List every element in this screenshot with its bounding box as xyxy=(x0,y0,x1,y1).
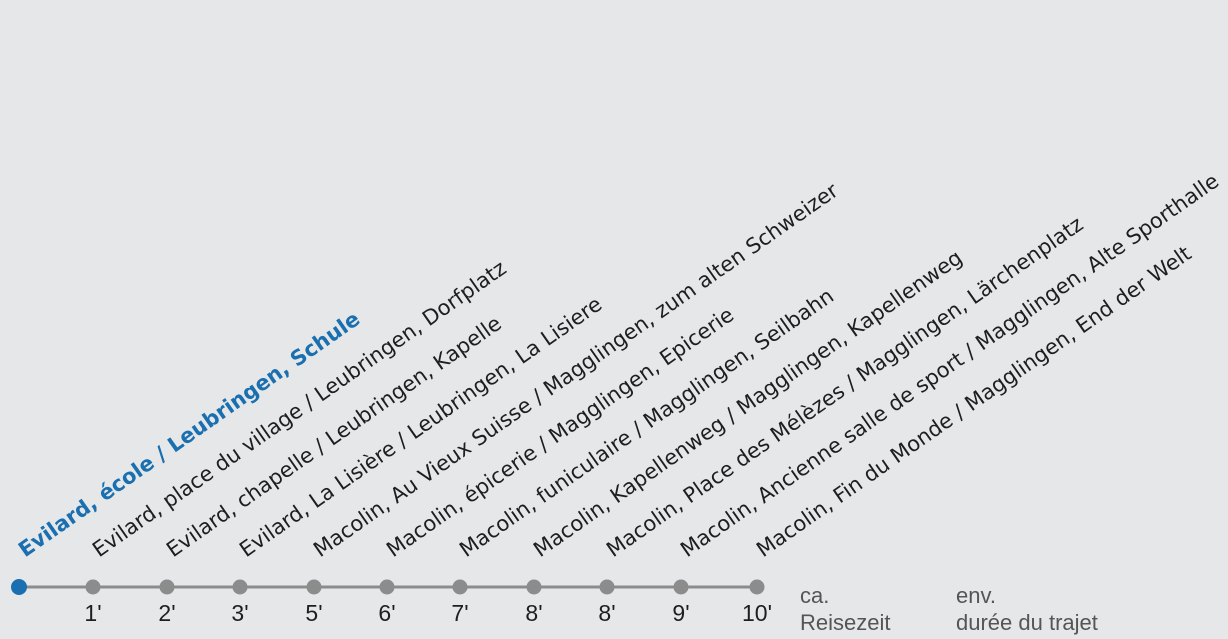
travel-time: 5' xyxy=(305,600,323,626)
stop-dot xyxy=(526,579,542,595)
legend-french: env. durée du trajet xyxy=(956,582,1098,636)
legend-french-travel-time: durée du trajet xyxy=(956,610,1098,635)
travel-time: 9' xyxy=(672,600,690,626)
legend-german-approx: ca. xyxy=(800,583,830,608)
travel-time: 10' xyxy=(742,600,772,626)
travel-time: 1' xyxy=(84,600,102,626)
travel-time: 8' xyxy=(525,600,543,626)
travel-time: 3' xyxy=(231,600,249,626)
travel-time: 7' xyxy=(451,600,469,626)
stop-dot xyxy=(673,579,689,595)
stop-dot xyxy=(749,579,765,595)
stop-dot xyxy=(599,579,615,595)
current-stop-dot xyxy=(11,579,27,595)
stop-dot xyxy=(159,579,175,595)
stop-dot xyxy=(306,579,322,595)
stop-dot xyxy=(452,579,468,595)
legend-german-travel-time: Reisezeit xyxy=(800,610,891,635)
legend-french-approx: env. xyxy=(956,583,996,608)
legend-german: ca. Reisezeit xyxy=(800,582,890,636)
travel-time: 8' xyxy=(598,600,616,626)
stop-dot xyxy=(85,579,101,595)
travel-time: 6' xyxy=(378,600,396,626)
stop-dot xyxy=(379,579,395,595)
stop-dot xyxy=(232,579,248,595)
travel-time: 2' xyxy=(158,600,176,626)
